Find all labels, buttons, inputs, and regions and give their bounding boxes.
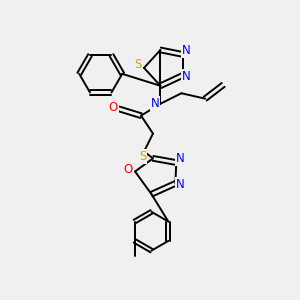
Text: N: N xyxy=(176,178,184,190)
Text: O: O xyxy=(109,101,118,114)
Text: N: N xyxy=(182,44,190,57)
Text: N: N xyxy=(182,70,191,83)
Text: N: N xyxy=(176,152,184,166)
Text: N: N xyxy=(151,97,160,110)
Text: O: O xyxy=(124,163,133,176)
Text: S: S xyxy=(134,58,141,71)
Text: S: S xyxy=(139,150,146,164)
